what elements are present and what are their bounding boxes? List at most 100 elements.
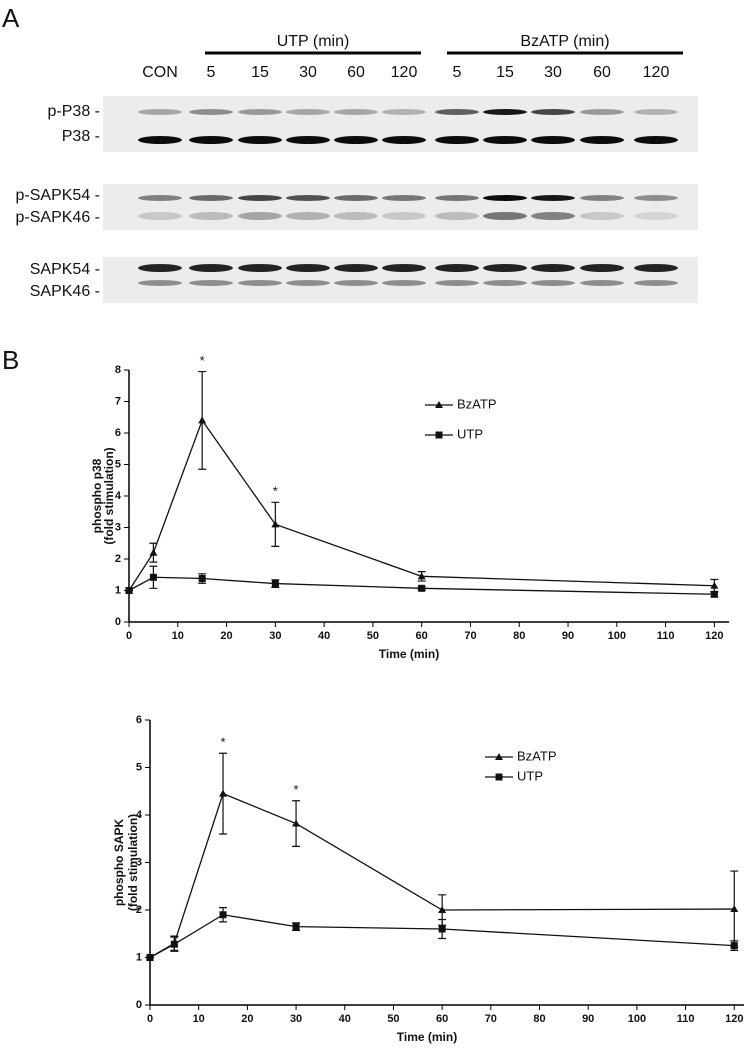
lane-label: 120 — [643, 64, 670, 81]
blot-band — [189, 280, 233, 286]
blot-strip — [103, 257, 698, 303]
blot-band — [138, 109, 182, 115]
blot-band — [138, 280, 182, 286]
group-label: BzATP (min) — [520, 33, 609, 50]
blot-band — [382, 195, 426, 201]
blot-band — [238, 280, 282, 286]
point — [149, 548, 158, 556]
lane-label: CON — [142, 64, 178, 81]
blot-band — [334, 264, 378, 272]
point — [438, 925, 446, 933]
point — [710, 581, 719, 589]
point — [418, 584, 426, 592]
blot-band — [189, 264, 233, 272]
y-axis-label: (fold stimulation) — [126, 814, 140, 911]
blot-band — [634, 109, 678, 115]
blot-band — [286, 264, 330, 272]
y-tick-label: 2 — [115, 553, 121, 565]
legend-marker — [435, 401, 443, 408]
x-tick-label: 80 — [513, 630, 525, 642]
legend-label: BzATP — [517, 748, 557, 763]
point — [170, 940, 178, 948]
y-tick-label: 0 — [115, 616, 121, 628]
blot-band — [334, 280, 378, 286]
point — [198, 575, 206, 583]
x-tick-label: 100 — [608, 630, 626, 642]
x-tick-label: 10 — [172, 630, 184, 642]
blot-band — [238, 212, 282, 220]
x-tick-label: 110 — [657, 630, 675, 642]
legend-marker — [435, 431, 443, 439]
blot-band — [580, 109, 624, 115]
blot-band — [531, 264, 575, 272]
blot-band — [189, 109, 233, 115]
legend-label: UTP — [457, 426, 483, 441]
lane-label: 120 — [391, 64, 418, 81]
panel-label: A — [2, 3, 20, 33]
x-tick-label: 40 — [339, 1013, 351, 1025]
blot-band — [531, 109, 575, 115]
blot-band — [286, 136, 330, 144]
y-tick-label: 1 — [136, 951, 142, 963]
y-axis-label: phospho p38 — [90, 458, 104, 533]
blot-band — [382, 264, 426, 272]
x-tick-label: 70 — [464, 630, 476, 642]
point — [730, 942, 738, 950]
lane-label: 15 — [251, 64, 269, 81]
blot-band — [634, 280, 678, 286]
blot-band — [238, 109, 282, 115]
blot-band — [531, 195, 575, 201]
blot-band — [435, 280, 479, 286]
blot-band — [435, 136, 479, 144]
blot-band — [238, 136, 282, 144]
point — [417, 572, 426, 580]
lane-label: 15 — [496, 64, 514, 81]
y-tick-label: 3 — [115, 521, 121, 533]
blot-band — [435, 195, 479, 201]
blot-band — [483, 264, 527, 272]
x-tick-label: 50 — [387, 1013, 399, 1025]
point — [146, 954, 154, 961]
blot-strip — [103, 184, 698, 230]
blot-band — [435, 109, 479, 115]
y-axis-label: (fold stimulation) — [102, 447, 116, 544]
x-tick-label: 0 — [147, 1013, 153, 1025]
blot-band — [531, 280, 575, 286]
blot-band — [634, 212, 678, 220]
point — [271, 580, 279, 588]
blot-band — [483, 136, 527, 144]
annotation: * — [221, 735, 226, 750]
point — [292, 819, 301, 827]
blot-band — [435, 212, 479, 220]
x-tick-label: 30 — [290, 1013, 302, 1025]
x-axis-label: Time (min) — [379, 647, 439, 661]
blot-band — [189, 136, 233, 144]
y-tick-label: 6 — [115, 427, 121, 439]
point — [149, 573, 157, 581]
x-tick-label: 40 — [318, 630, 330, 642]
blot-band — [334, 136, 378, 144]
blot-band — [334, 212, 378, 220]
blot-band — [238, 195, 282, 201]
blot-band — [286, 195, 330, 201]
x-axis-label: Time (min) — [397, 1030, 457, 1044]
x-tick-label: 60 — [416, 630, 428, 642]
blot-band — [531, 136, 575, 144]
x-tick-label: 20 — [220, 630, 232, 642]
point — [710, 590, 718, 598]
blot-band — [138, 212, 182, 220]
x-tick-label: 70 — [485, 1013, 497, 1025]
panel-label: B — [2, 345, 19, 375]
lane-label: 30 — [299, 64, 317, 81]
blot-band — [435, 264, 479, 272]
point — [219, 789, 228, 797]
x-tick-label: 90 — [582, 1013, 594, 1025]
blot-band — [382, 212, 426, 220]
x-tick-label: 120 — [725, 1013, 743, 1025]
series-line — [128, 419, 715, 591]
y-tick-label: 5 — [115, 458, 121, 470]
row-label: SAPK46 - — [30, 283, 100, 300]
lane-label: 5 — [207, 64, 216, 81]
y-tick-label: 0 — [136, 999, 142, 1011]
